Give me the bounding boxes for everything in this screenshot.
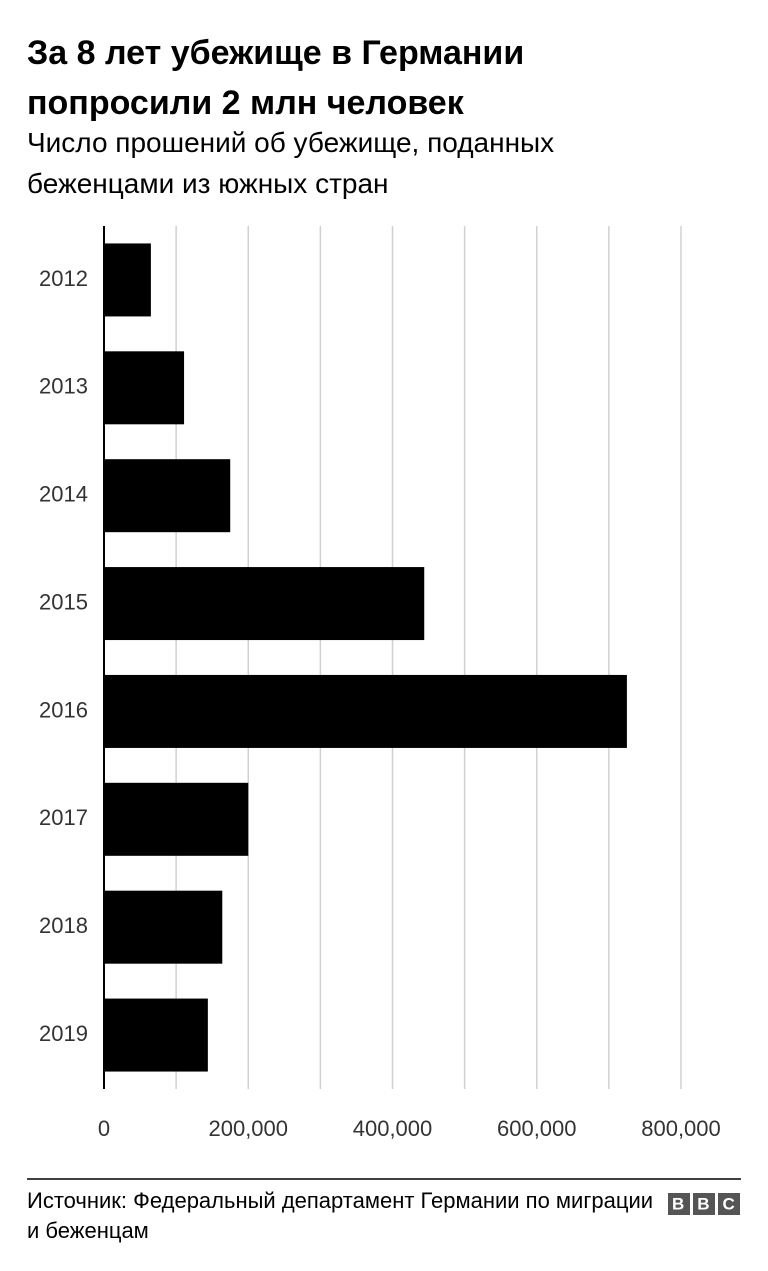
bar <box>104 459 231 533</box>
y-tick-label: 2015 <box>39 589 88 614</box>
x-tick-label: 600,000 <box>497 1116 577 1141</box>
chart-subtitle: Число прошений об убежище, поданных беже… <box>27 127 555 199</box>
bar <box>104 890 223 964</box>
y-tick-label: 2012 <box>39 266 88 291</box>
y-tick-label: 2018 <box>39 913 88 938</box>
logo-box <box>718 1193 740 1215</box>
logo-box <box>693 1193 715 1215</box>
bar <box>104 351 185 425</box>
bar <box>104 567 425 641</box>
y-tick-label: 2017 <box>39 805 88 830</box>
y-tick-label: 2013 <box>39 374 88 399</box>
bar <box>104 674 627 748</box>
x-tick-label: 200,000 <box>208 1116 288 1141</box>
x-tick-label: 800,000 <box>641 1116 721 1141</box>
y-tick-label: 2016 <box>39 697 88 722</box>
bar <box>104 782 249 856</box>
bar <box>104 998 208 1072</box>
x-tick-label: 0 <box>98 1116 110 1141</box>
logo-box <box>668 1193 690 1215</box>
source-note: Источник: Федеральный департамент Герман… <box>27 1188 654 1243</box>
y-tick-label: 2014 <box>39 482 88 507</box>
chart-title: За 8 лет убежище в Германии попросили 2 … <box>27 34 525 122</box>
y-tick-label: 2019 <box>39 1021 88 1046</box>
logo: BBC <box>672 1194 748 1213</box>
bar <box>104 243 151 317</box>
x-tick-label: 400,000 <box>353 1116 433 1141</box>
